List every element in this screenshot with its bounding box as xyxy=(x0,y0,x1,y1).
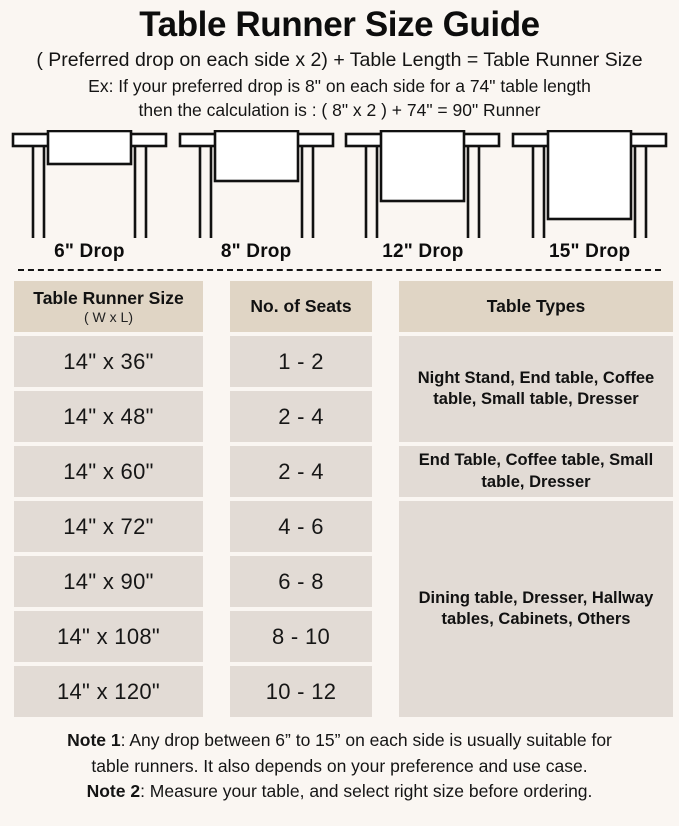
table-row: 2 - 4 xyxy=(230,446,372,498)
cell-runner-size: 14" x 60" xyxy=(63,458,154,484)
section-divider xyxy=(18,269,661,272)
footer-notes: Note 1: Any drop between 6” to 15” on ea… xyxy=(0,728,679,805)
table-header-types: Table Types xyxy=(399,281,673,333)
cell-runner-size: 14" x 48" xyxy=(63,403,154,429)
cell-runner-size: 14" x 90" xyxy=(63,568,154,594)
diagram-8-drop: 8" Drop xyxy=(173,130,340,263)
size-table: Table Runner Size ( W x L) No. of Seats … xyxy=(0,281,679,718)
table-row: 14" x 72" xyxy=(14,501,203,553)
cell-types-text: Dining table, Dresser, Hallway tables, C… xyxy=(418,588,654,629)
table-row: 14" x 90" xyxy=(14,556,203,608)
header-types-label: Table Types xyxy=(486,296,586,317)
diagram-6-drop: 6" Drop xyxy=(6,130,173,263)
example-line-2: then the calculation is : ( 8" x 2 ) + 7… xyxy=(138,100,541,121)
cell-types-text: Night Stand, End table, Coffee table, Sm… xyxy=(417,368,655,409)
table-row: 2 - 4 xyxy=(230,391,372,443)
table-row: 8 - 10 xyxy=(230,611,372,663)
drop-label: 15" Drop xyxy=(548,241,631,263)
cell-table-types-group-1: Night Stand, End table, Coffee table, Sm… xyxy=(399,336,673,443)
table-header-seats: No. of Seats xyxy=(230,281,372,333)
drop-label: 6" Drop xyxy=(54,241,125,263)
table-diagram-icon xyxy=(511,130,668,239)
drop-label: 12" Drop xyxy=(382,241,464,263)
cell-runner-size: 14" x 36" xyxy=(63,348,154,374)
diagram-12-drop: 12" Drop xyxy=(340,130,507,263)
cell-seats: 1 - 2 xyxy=(278,348,324,374)
table-row: 14" x 48" xyxy=(14,391,203,443)
cell-runner-size: 14" x 72" xyxy=(63,513,154,539)
note-2-label: Note 2 xyxy=(86,781,141,802)
table-row: 14" x 60" xyxy=(14,446,203,498)
table-diagram-icon xyxy=(345,130,501,239)
cell-seats: 2 - 4 xyxy=(278,458,324,484)
table-row: 14" x 108" xyxy=(14,611,203,663)
table-row: 14" x 120" xyxy=(14,666,203,718)
drop-label: 8" Drop xyxy=(220,241,292,263)
table-row: 14" x 36" xyxy=(14,336,203,388)
diagram-15-drop: 15" Drop xyxy=(506,130,673,263)
cell-seats: 6 - 8 xyxy=(278,568,324,594)
cell-seats: 4 - 6 xyxy=(278,513,324,539)
cell-runner-size: 14" x 120" xyxy=(56,678,161,704)
header-runner-size-sublabel: ( W x L) xyxy=(84,309,133,326)
header-seats-label: No. of Seats xyxy=(250,296,352,317)
table-diagram-icon xyxy=(178,130,334,239)
note-2-text: : Measure your table, and select right s… xyxy=(140,781,593,802)
note-1-label: Note 1 xyxy=(67,730,121,751)
table-header-runner-size: Table Runner Size ( W x L) xyxy=(14,281,203,333)
cell-table-types-group-2: End Table, Coffee table, Small table, Dr… xyxy=(399,446,673,498)
table-row: 4 - 6 xyxy=(230,501,372,553)
header-runner-size-label: Table Runner Size xyxy=(33,287,184,308)
note-1-line-2: table runners. It also depends on your p… xyxy=(8,754,671,780)
cell-seats: 10 - 12 xyxy=(265,678,337,704)
note-2-line-1: Note 2: Measure your table, and select r… xyxy=(8,779,671,805)
cell-seats: 2 - 4 xyxy=(278,403,324,429)
drop-diagrams: 6" Drop 8" Drop 12" Drop xyxy=(0,130,679,263)
page-header: Table Runner Size Guide ( Preferred drop… xyxy=(0,0,679,123)
note-1-text: : Any drop between 6” to 15” on each sid… xyxy=(120,730,612,751)
table-row: 6 - 8 xyxy=(230,556,372,608)
example-line-1: Ex: If your preferred drop is 8" on each… xyxy=(88,75,591,96)
note-1-line-1: Note 1: Any drop between 6” to 15” on ea… xyxy=(8,728,671,754)
page-title: Table Runner Size Guide xyxy=(139,5,540,44)
formula-text: ( Preferred drop on each side x 2) + Tab… xyxy=(36,48,643,71)
cell-seats: 8 - 10 xyxy=(271,623,331,649)
table-row: 1 - 2 xyxy=(230,336,372,388)
cell-types-text: End Table, Coffee table, Small table, Dr… xyxy=(418,451,654,491)
cell-table-types-group-3: Dining table, Dresser, Hallway tables, C… xyxy=(399,501,673,718)
cell-runner-size: 14" x 108" xyxy=(56,623,161,649)
table-row: 10 - 12 xyxy=(230,666,372,718)
table-diagram-icon xyxy=(11,130,168,239)
note-1-text-cont: table runners. It also depends on your p… xyxy=(91,755,588,776)
